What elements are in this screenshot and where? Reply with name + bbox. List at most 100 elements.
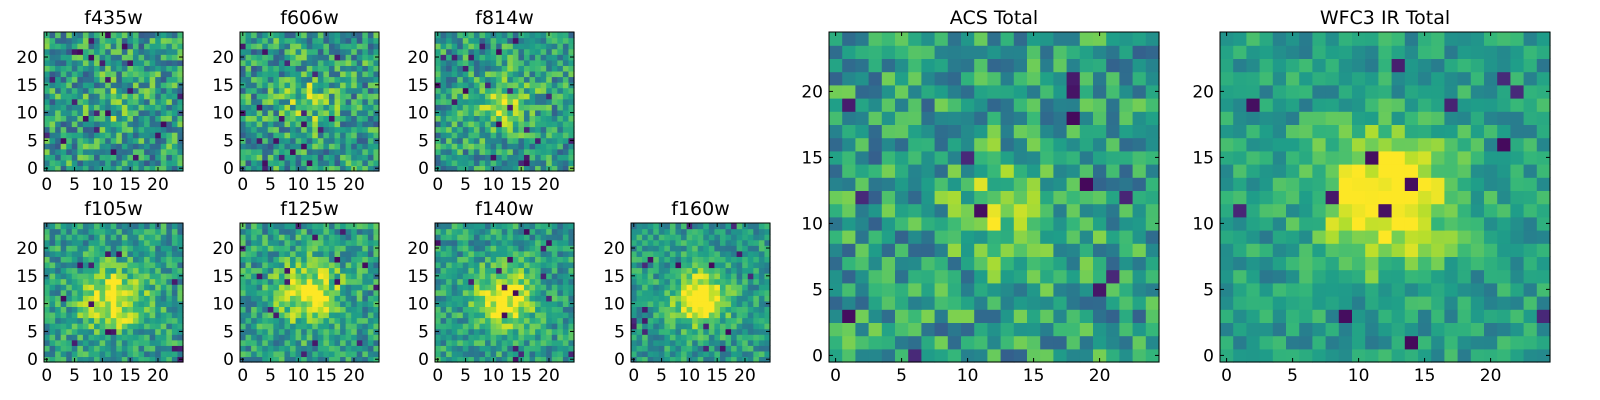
heatmap-cell [49, 317, 56, 324]
heatmap-cell [496, 115, 503, 122]
heatmap-cell [317, 37, 324, 44]
heatmap-cell [278, 289, 286, 296]
heatmap-cell [77, 65, 84, 72]
heatmap-cell [345, 300, 352, 307]
heatmap-cell [669, 267, 677, 274]
heatmap-cell [110, 350, 117, 358]
heatmap-cell [479, 48, 486, 55]
heatmap-cell [636, 334, 643, 341]
heatmap-cell [132, 59, 140, 66]
heatmap-cell [121, 284, 128, 291]
plot-frame [434, 31, 575, 172]
heatmap-cell [496, 228, 503, 235]
heatmap-cell [855, 190, 870, 205]
heatmap-cell [290, 70, 297, 78]
heatmap-cell [334, 32, 341, 39]
heatmap-cell [1066, 322, 1081, 337]
heatmap-cell [473, 115, 481, 122]
heatmap-cell [110, 239, 117, 246]
heatmap-cell [301, 98, 308, 105]
heatmap-cell [523, 256, 531, 263]
heatmap-cell [731, 267, 738, 274]
heatmap-cell [708, 289, 715, 296]
heatmap-cell [60, 323, 67, 330]
heatmap-cell [245, 317, 252, 324]
heatmap-cell [529, 295, 536, 302]
heatmap-cell [457, 339, 464, 346]
heatmap-cell [367, 261, 375, 269]
heatmap-cell [356, 245, 363, 252]
heatmap-cell [507, 54, 514, 61]
heatmap-cell [501, 267, 508, 274]
heatmap-cell [105, 306, 112, 313]
heatmap-cell [842, 309, 856, 323]
heatmap-cell [462, 109, 469, 116]
heatmap-cell [110, 267, 117, 274]
heatmap-cell [468, 228, 475, 235]
heatmap-cell [686, 273, 693, 280]
heatmap-cell [256, 37, 263, 44]
heatmap-cell [523, 32, 531, 39]
heatmap-cell [82, 70, 90, 78]
heatmap-cell [273, 109, 280, 116]
heatmap-cell [356, 93, 363, 100]
heatmap-cell [71, 273, 78, 280]
heatmap-cell [340, 76, 347, 83]
heatmap-cell [256, 273, 263, 280]
heatmap-cell [284, 76, 291, 83]
heatmap-cell [290, 109, 297, 116]
heatmap-cell [758, 295, 766, 302]
heatmap-cell [132, 284, 140, 291]
heatmap-cell [708, 356, 715, 363]
heatmap-cell [758, 300, 766, 307]
heatmap-cell [842, 282, 856, 297]
heatmap-cell [512, 306, 519, 313]
heatmap-cell [82, 159, 90, 167]
heatmap-cell [351, 345, 358, 352]
heatmap-cell [99, 104, 106, 111]
heatmap-cell [529, 245, 536, 252]
heatmap-cell [529, 284, 536, 291]
heatmap-cell [301, 328, 308, 335]
heatmap-cell [562, 345, 570, 352]
heatmap-cell [974, 164, 988, 178]
heatmap-cell [523, 345, 531, 352]
heatmap-cell [267, 148, 274, 155]
heatmap-cell [462, 93, 469, 100]
heatmap-cell [669, 300, 677, 307]
heatmap-cell [642, 239, 649, 246]
heatmap-cell [82, 82, 90, 89]
heatmap-cell [278, 159, 286, 167]
heatmap-cell [177, 98, 184, 105]
heatmap-cell [562, 76, 570, 83]
heatmap-cell [55, 317, 62, 324]
heatmap-cell [55, 98, 62, 105]
heatmap-cell [94, 32, 101, 39]
heatmap-cell [351, 234, 358, 241]
heatmap-cell [496, 93, 503, 100]
heatmap-cell [290, 43, 297, 50]
heatmap-cell [703, 223, 710, 230]
heatmap-cell [88, 154, 95, 161]
heatmap-cell [312, 82, 319, 89]
heatmap-cell [551, 104, 558, 111]
heatmap-cell [523, 132, 531, 139]
heatmap-cell [77, 261, 84, 269]
heatmap-cell [121, 137, 128, 144]
heatmap-cell [557, 126, 564, 133]
heatmap-cell [82, 289, 90, 296]
heatmap-cell [974, 230, 988, 244]
heatmap-cell [171, 256, 179, 263]
heatmap-cell [356, 250, 363, 257]
heatmap-cell [496, 59, 503, 66]
heatmap-cell [440, 289, 447, 296]
heatmap-cell [535, 245, 542, 252]
heatmap-cell [166, 306, 173, 313]
heatmap-cell [457, 32, 464, 39]
heatmap-cell [1013, 309, 1028, 323]
heatmap-cell [462, 104, 469, 111]
heatmap-cell [1145, 296, 1160, 310]
heatmap-cell [149, 284, 156, 291]
heatmap-cell [306, 228, 313, 235]
heatmap-cell [829, 269, 843, 284]
